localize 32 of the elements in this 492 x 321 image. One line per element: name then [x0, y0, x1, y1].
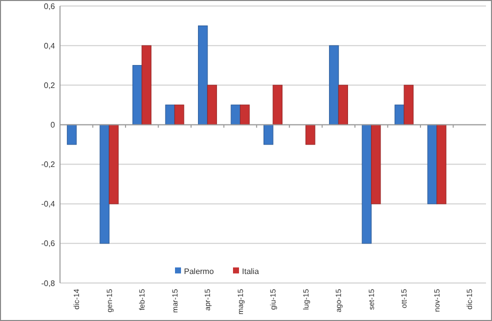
bar	[272, 84, 282, 126]
bar	[305, 124, 316, 145]
y-tick-label: 0,4	[44, 41, 56, 50]
bar	[230, 104, 241, 126]
bar	[132, 65, 142, 126]
y-tick-label: -0,6	[41, 239, 56, 248]
bar	[165, 104, 175, 126]
bar	[329, 45, 339, 126]
y-tick-label: 0,2	[44, 80, 56, 90]
bar	[362, 124, 372, 244]
bar	[436, 124, 446, 204]
y-tick-label: -0,8	[41, 278, 56, 288]
bar	[142, 45, 152, 126]
y-tick-label: 0,6	[44, 2, 56, 11]
bar	[198, 25, 208, 126]
bar	[174, 104, 184, 126]
bar	[264, 124, 274, 145]
bar	[338, 84, 348, 126]
y-tick-label: -0,4	[41, 200, 56, 209]
legend-label: Palermo	[184, 266, 214, 276]
y-tick-label: 0	[50, 120, 56, 130]
y-tick-label: -0,2	[41, 160, 56, 170]
bar	[108, 124, 119, 204]
bar	[207, 84, 217, 126]
bar	[404, 84, 414, 126]
bar	[371, 124, 381, 204]
bar	[240, 104, 250, 126]
bar	[100, 124, 110, 244]
bar	[66, 124, 77, 145]
legend-label: Italia	[242, 266, 260, 276]
bar	[394, 104, 404, 126]
bar	[427, 124, 438, 204]
